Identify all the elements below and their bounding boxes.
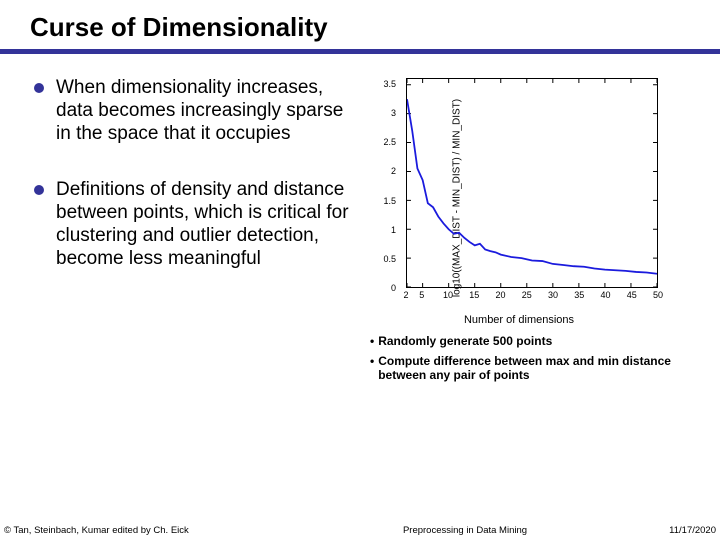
chart-x-ticks: 25101520253035404550 bbox=[406, 290, 658, 304]
caption-bullet: • bbox=[370, 354, 374, 382]
chart-line bbox=[407, 79, 657, 287]
title-divider bbox=[0, 49, 720, 54]
right-column: log10((MAX_DIST - MIN_DIST) / MIN_DIST) … bbox=[364, 76, 694, 388]
footer: © Tan, Steinbach, Kumar edited by Ch. Ei… bbox=[0, 525, 720, 536]
caption-2: • Compute difference between max and min… bbox=[370, 354, 694, 382]
footer-center: Preprocessing in Data Mining bbox=[264, 525, 636, 536]
bullet-text-2: Definitions of density and distance betw… bbox=[56, 178, 354, 271]
chart-plot-area bbox=[406, 78, 658, 288]
caption-1-text: Randomly generate 500 points bbox=[378, 334, 552, 348]
bullet-text-1: When dimensionality increases, data beco… bbox=[56, 76, 354, 146]
chart-x-label: Number of dimensions bbox=[464, 314, 574, 326]
footer-left: © Tan, Steinbach, Kumar edited by Ch. Ei… bbox=[4, 525, 264, 536]
chart-y-ticks: 00.511.522.533.5 bbox=[364, 78, 402, 288]
bullet-icon bbox=[34, 83, 44, 93]
content-area: When dimensionality increases, data beco… bbox=[0, 76, 720, 388]
bullet-item: When dimensionality increases, data beco… bbox=[34, 76, 354, 146]
caption-2-text: Compute difference between max and min d… bbox=[378, 354, 694, 382]
bullet-icon bbox=[34, 185, 44, 195]
chart-captions: • Randomly generate 500 points • Compute… bbox=[364, 334, 694, 382]
bullet-item: Definitions of density and distance betw… bbox=[34, 178, 354, 271]
left-column: When dimensionality increases, data beco… bbox=[34, 76, 364, 388]
footer-right: 11/17/2020 bbox=[636, 525, 716, 536]
chart: log10((MAX_DIST - MIN_DIST) / MIN_DIST) … bbox=[364, 68, 674, 328]
caption-1: • Randomly generate 500 points bbox=[370, 334, 694, 348]
caption-bullet: • bbox=[370, 334, 374, 348]
slide-title: Curse of Dimensionality bbox=[0, 0, 720, 49]
